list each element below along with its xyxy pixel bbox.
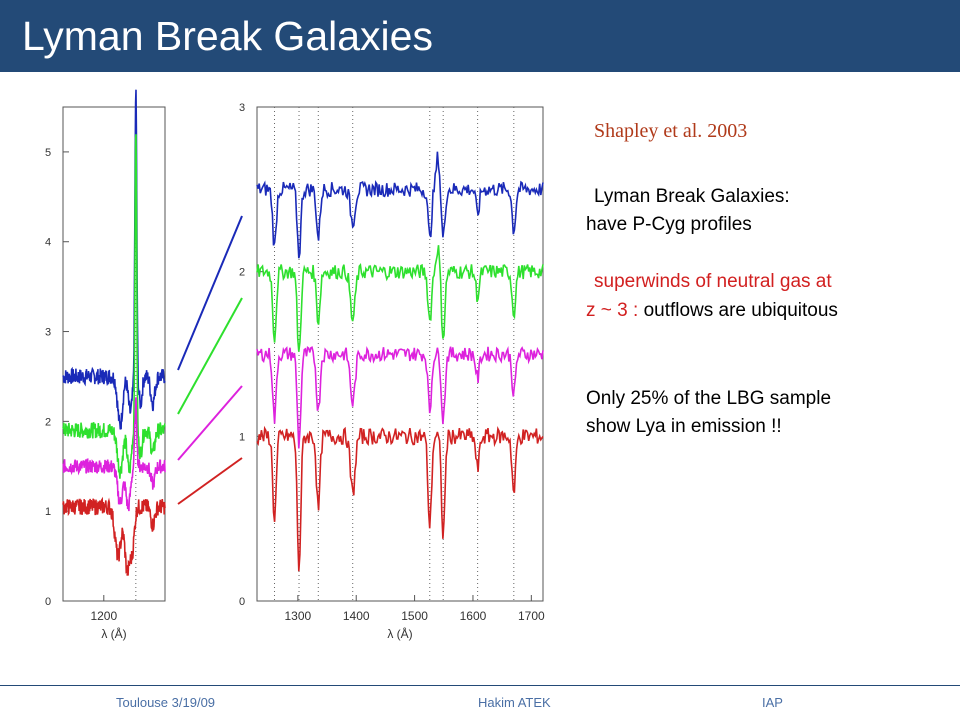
bullet-2-line-2: z ~ 3 : outflows are ubiquitous <box>586 297 838 325</box>
left-spectrum-2 <box>62 397 166 512</box>
connector-magenta <box>177 385 243 461</box>
bullet-2-rest: outflows are ubiquitous <box>643 300 838 321</box>
bullet-3-line-1: Only 25% of the LBG sample <box>586 388 832 409</box>
connector-blue <box>177 215 243 371</box>
footer-right: IAP <box>762 695 783 710</box>
slide-title: Lyman Break Galaxies <box>22 13 433 59</box>
left-xtick-label: 1200 <box>90 609 117 623</box>
footer-center: Hakim ATEK <box>478 695 551 710</box>
left-ytick-label: 3 <box>45 327 51 339</box>
right-xtick-label: 1400 <box>343 609 370 623</box>
right-ytick-label: 2 <box>239 267 245 279</box>
left-spectrum-1 <box>62 134 166 479</box>
right-ytick-label: 0 <box>239 596 245 608</box>
left-ytick-label: 0 <box>45 596 51 608</box>
right-xtick-label: 1500 <box>401 609 428 623</box>
left-ytick-label: 1 <box>45 506 51 518</box>
left-x-axis-label: λ (Å) <box>101 626 126 641</box>
left-ytick-label: 5 <box>45 147 51 159</box>
right-spectrum-0 <box>256 151 544 259</box>
footer-left: Toulouse 3/19/09 <box>116 695 216 710</box>
title-bar: Lyman Break Galaxies <box>0 0 960 72</box>
right-spectrum-3 <box>256 425 544 572</box>
bullet-3-line-2: show Lya in emission !! <box>586 416 782 437</box>
right-ytick-label: 3 <box>239 102 245 114</box>
bullet-1-line-2: have P-Cyg profiles <box>586 214 752 235</box>
connector-red <box>177 457 243 505</box>
right-xtick-label: 1600 <box>460 609 487 623</box>
left-ytick-label: 4 <box>45 237 51 249</box>
left-spectrum-0 <box>62 89 166 430</box>
right-spectrum-1 <box>256 245 544 352</box>
bullet-2-redshift: z ~ 3 : <box>586 300 639 321</box>
right-xtick-label: 1300 <box>285 609 312 623</box>
right-spectrum-2 <box>256 345 544 449</box>
connector-green <box>177 297 243 415</box>
right-ytick-label: 1 <box>239 431 245 443</box>
right-x-axis-label: λ (Å) <box>387 626 412 641</box>
left-ytick-label: 2 <box>45 416 51 428</box>
bullet-1-line-1: Lyman Break Galaxies: <box>594 186 790 207</box>
bullet-2-line-1: superwinds of neutral gas at <box>594 271 832 292</box>
right-xtick-label: 1700 <box>518 609 545 623</box>
left-spectrum-3 <box>62 496 166 576</box>
footer-rule <box>0 685 960 686</box>
left-panel-frame <box>62 106 166 602</box>
citation: Shapley et al. 2003 <box>594 120 748 142</box>
